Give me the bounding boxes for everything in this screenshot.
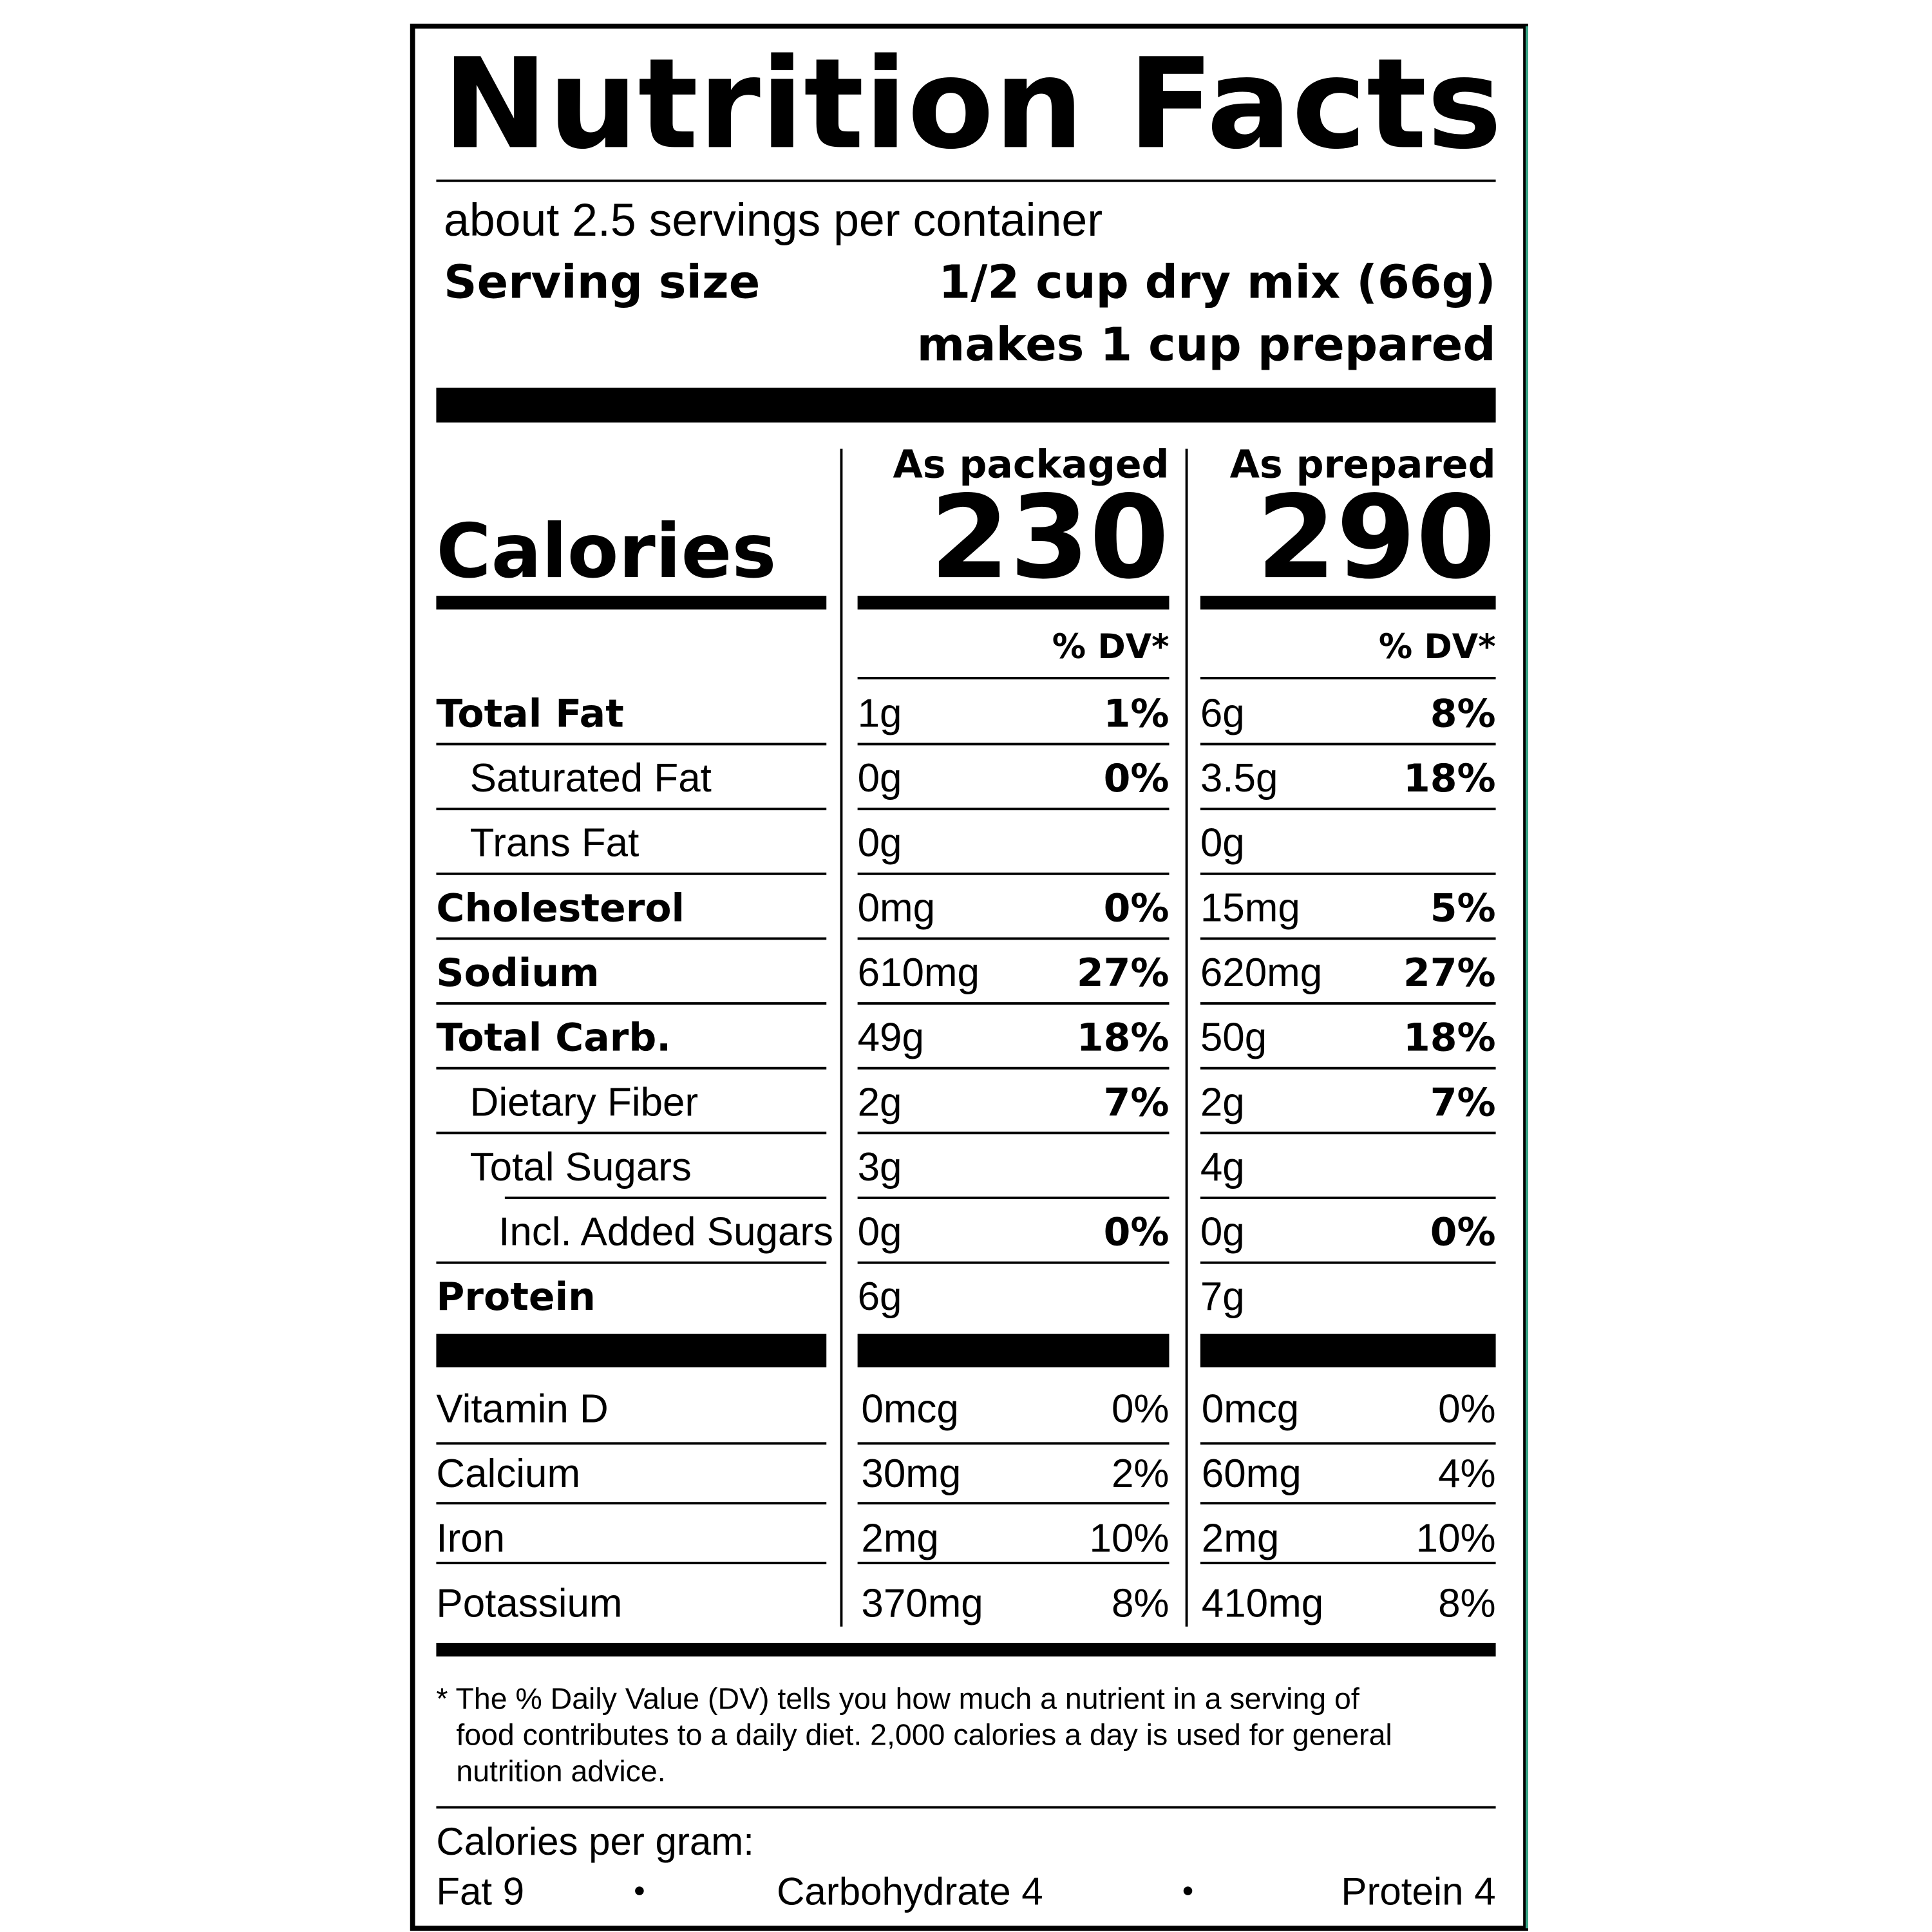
amount: 0mcg	[1202, 1387, 1299, 1431]
serving-size-label: Serving size	[444, 256, 760, 309]
nutrient-name: Saturated Fat	[470, 756, 712, 800]
nutrient-name: Total Sugars	[470, 1145, 692, 1189]
daily-value: 27%	[1077, 951, 1170, 996]
amount: 370mg	[861, 1581, 983, 1625]
bar	[1200, 596, 1496, 610]
vitamin-name: Calcium	[436, 1452, 580, 1496]
servings: about 2.5 servings per container	[444, 194, 1103, 246]
amount: 2g	[858, 1080, 902, 1124]
daily-value: 0%	[1438, 1387, 1496, 1431]
amount: 50g	[1200, 1016, 1267, 1060]
thick-bar	[436, 387, 1496, 423]
amount: 2mg	[861, 1517, 938, 1561]
amount: 2mg	[1202, 1517, 1279, 1561]
footnote: * The % Daily Value (DV) tells you how m…	[436, 1682, 1359, 1716]
daily-value: 8%	[1112, 1581, 1170, 1625]
daily-value: 8%	[1438, 1581, 1496, 1625]
amount: 60mg	[1202, 1452, 1302, 1496]
amount: 3.5g	[1200, 756, 1278, 800]
amount: 30mg	[861, 1452, 961, 1496]
calories-per-gram-item: Carbohydrate 4	[777, 1870, 1043, 1913]
thick-bar	[436, 1333, 827, 1368]
bar	[857, 596, 1170, 610]
dv-heading: % DV*	[1379, 628, 1496, 667]
daily-value: 0%	[1104, 756, 1170, 801]
daily-value: 2%	[1112, 1452, 1170, 1496]
amount: 1g	[858, 691, 902, 735]
nutrient-name: Incl. Added Sugars	[498, 1210, 833, 1255]
amount: 410mg	[1202, 1581, 1323, 1625]
amount: 620mg	[1200, 951, 1322, 995]
vitamin-name: Iron	[436, 1517, 505, 1561]
daily-value: 0%	[1112, 1387, 1170, 1431]
amount: 6g	[1200, 691, 1245, 735]
daily-value: 18%	[1077, 1016, 1170, 1061]
amount: 2g	[1200, 1080, 1245, 1124]
nutrient-name: Total Fat	[436, 691, 623, 736]
amount: 49g	[858, 1016, 924, 1060]
vitamin-name: Vitamin D	[436, 1387, 608, 1431]
amount: 0g	[1200, 821, 1245, 866]
daily-value: 7%	[1104, 1080, 1170, 1125]
nutrient-name: Dietary Fiber	[470, 1080, 698, 1124]
bullet	[1183, 1886, 1193, 1895]
footnote: food contributes to a daily diet. 2,000 …	[456, 1718, 1392, 1752]
daily-value: 5%	[1430, 886, 1496, 931]
daily-value: 18%	[1403, 756, 1496, 801]
amount: 610mg	[858, 951, 980, 995]
daily-value: 10%	[1090, 1517, 1170, 1561]
amount: 0g	[1200, 1210, 1245, 1255]
calories-label: Calories	[436, 508, 776, 595]
prepared-note: makes 1 cup prepared	[917, 317, 1496, 371]
bullet	[635, 1886, 644, 1895]
calories-per-gram-item: Fat 9	[436, 1870, 524, 1913]
daily-value: 0%	[1430, 1210, 1496, 1255]
calories-value: 290	[1256, 471, 1496, 604]
dv-heading: % DV*	[1052, 628, 1170, 667]
vitamin-name: Potassium	[436, 1581, 622, 1625]
daily-value: 10%	[1416, 1517, 1496, 1561]
serving-size: 1/2 cup dry mix (66g)	[938, 256, 1495, 309]
amount: 15mg	[1200, 886, 1300, 930]
nutrient-name: Sodium	[436, 951, 599, 996]
amount: 4g	[1200, 1145, 1245, 1189]
calories-per-gram: Calories per gram:	[436, 1820, 754, 1863]
nutrient-name: Total Carb.	[436, 1016, 671, 1061]
daily-value: 18%	[1403, 1016, 1496, 1061]
footnote: nutrition advice.	[456, 1754, 665, 1788]
daily-value: 1%	[1104, 691, 1170, 736]
amount: 0g	[858, 821, 902, 866]
amount: 0mcg	[861, 1387, 958, 1431]
nutrient-name: Trans Fat	[470, 821, 639, 866]
column-heading: As prepared	[1230, 442, 1496, 487]
daily-value: 4%	[1438, 1452, 1496, 1496]
daily-value: 0%	[1104, 886, 1170, 931]
daily-value: 27%	[1403, 951, 1496, 996]
thick-bar	[857, 1333, 1170, 1368]
thick-bar	[1200, 1333, 1496, 1368]
calories-per-gram-item: Protein 4	[1341, 1870, 1495, 1913]
daily-value: 0%	[1104, 1210, 1170, 1255]
amount: 0g	[858, 1210, 902, 1255]
amount: 7g	[1200, 1274, 1245, 1319]
amount: 3g	[858, 1145, 902, 1189]
column-heading: As packaged	[893, 442, 1169, 487]
nutrient-name: Cholesterol	[436, 886, 685, 931]
nutrient-name: Protein	[436, 1274, 595, 1320]
amount: 6g	[858, 1274, 902, 1319]
amount: 0mg	[858, 886, 935, 930]
bar	[436, 596, 827, 610]
daily-value: 7%	[1430, 1080, 1496, 1125]
amount: 0g	[858, 756, 902, 800]
bar	[436, 1642, 1496, 1657]
calories-value: 230	[930, 471, 1170, 604]
daily-value: 8%	[1430, 691, 1496, 736]
title: Nutrition Facts	[442, 31, 1502, 176]
